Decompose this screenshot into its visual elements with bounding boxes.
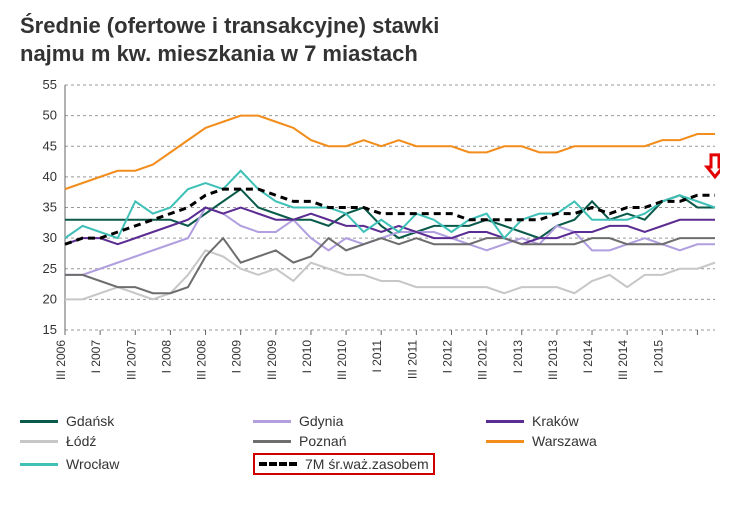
series-Łódź [65,250,715,299]
legend-label: Poznań [299,433,346,449]
legend-item-Warszawa: Warszawa [486,433,719,449]
svg-text:I 2012: I 2012 [440,340,454,374]
legend-swatch [253,420,291,423]
legend-item-Średnia: 7M śr.waż.zasobem [253,453,486,475]
chart-title-line-1: Średnie (ofertowe i transakcyjne) stawki [20,13,439,38]
legend-swatch [259,462,297,466]
legend-label: Gdańsk [66,413,114,429]
svg-text:I 2015: I 2015 [651,340,665,374]
legend-item-Wrocław: Wrocław [20,453,253,475]
series-Warszawa [65,116,715,190]
svg-text:I 2014: I 2014 [581,340,595,374]
legend-item-Gdynia: Gdynia [253,413,486,429]
legend-label: 7M śr.waż.zasobem [305,456,429,472]
svg-text:20: 20 [43,291,57,306]
svg-text:I 2011: I 2011 [370,340,384,373]
legend-item-Kraków: Kraków [486,413,719,429]
legend-swatch [486,420,524,423]
legend-swatch [486,440,524,443]
svg-text:I 2007: I 2007 [89,340,103,374]
svg-text:45: 45 [43,138,57,153]
chart-container: Średnie (ofertowe i transakcyjne) stawki… [0,0,744,518]
legend-label: Gdynia [299,413,343,429]
svg-text:I 2013: I 2013 [511,340,525,374]
legend-item-Poznań: Poznań [253,433,486,449]
legend-label: Kraków [532,413,579,429]
legend-swatch [20,463,58,466]
svg-text:40: 40 [43,169,57,184]
svg-text:III 2007: III 2007 [124,340,138,380]
legend-swatch [20,420,58,423]
legend-swatch [253,440,291,443]
svg-text:I 2009: I 2009 [230,340,244,374]
legend-label: Warszawa [532,433,597,449]
chart-title-line-2: najmu m kw. mieszkania w 7 miastach [20,41,418,66]
chart-title: Średnie (ofertowe i transakcyjne) stawki… [20,12,724,67]
svg-text:III 2012: III 2012 [476,340,490,380]
legend-item-Łódź: Łódź [20,433,253,449]
svg-text:50: 50 [43,108,57,123]
legend: Gdańsk Gdynia Kraków Łódź Poznań Warszawa Wroc… [20,413,720,475]
svg-text:30: 30 [43,230,57,245]
svg-text:III 2011: III 2011 [405,340,419,379]
svg-text:25: 25 [43,261,57,276]
svg-text:III 2006: III 2006 [54,340,68,380]
svg-text:I 2010: I 2010 [300,340,314,374]
svg-text:III 2009: III 2009 [265,340,279,380]
line-chart-svg: 15 20 25 30 35 40 45 50 55 III 2006 I 2007 III 2007… [20,75,720,405]
line-chart: 15 20 25 30 35 40 45 50 55 III 2006 I 2007 III 2007… [20,75,720,405]
legend-label: Łódź [66,433,96,449]
svg-text:35: 35 [43,200,57,215]
legend-swatch [20,440,58,443]
legend-label: Wrocław [66,456,119,472]
svg-text:III 2008: III 2008 [195,340,209,380]
svg-text:I 2008: I 2008 [159,340,173,374]
legend-item-Gdańsk: Gdańsk [20,413,253,429]
legend-highlight-box: 7M śr.waż.zasobem [253,453,435,475]
svg-text:15: 15 [43,322,57,337]
svg-text:III 2013: III 2013 [546,340,560,380]
svg-text:III 2010: III 2010 [335,340,349,380]
svg-text:55: 55 [43,77,57,92]
svg-text:III 2014: III 2014 [616,340,630,380]
